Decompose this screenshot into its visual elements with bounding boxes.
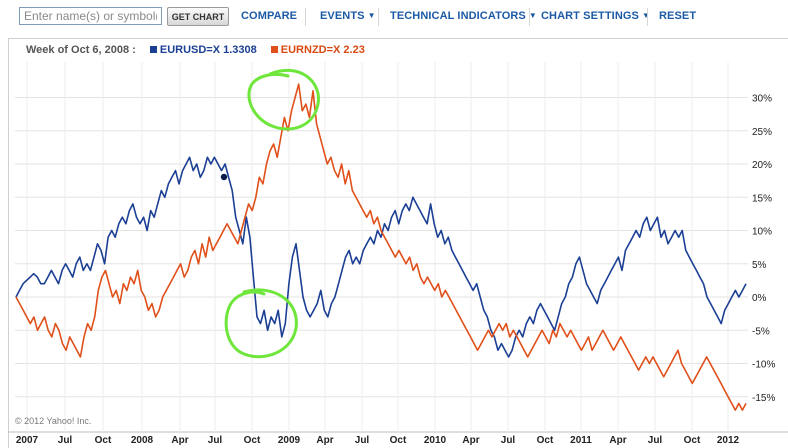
y-tick-label: 10% (752, 227, 772, 238)
x-tick-label: Apr (609, 435, 626, 446)
chart-settings-menu[interactable]: CHART SETTINGS ▼ (541, 10, 650, 22)
x-tick-label: Apr (316, 435, 333, 446)
events-menu[interactable]: EVENTS ▼ (320, 10, 376, 22)
eurusd-line (15, 156, 747, 358)
x-tick-label: Apr (462, 435, 479, 446)
x-tick-label: 2011 (570, 435, 592, 446)
chart-settings-label: CHART SETTINGS (541, 10, 639, 22)
symbol-search-input[interactable] (19, 7, 162, 25)
y-tick-label: 20% (752, 160, 772, 171)
annotation-layer (224, 68, 320, 359)
y-tick-label: -15% (752, 393, 775, 404)
legend-eurnzd[interactable]: EURNZD=X 2.23 (280, 44, 365, 56)
chart-legend: Week of Oct 6, 2008 : EURUSD=X 1.3308 EURN… (26, 44, 365, 56)
chevron-down-icon: ▼ (367, 11, 376, 20)
y-tick-label: 30% (752, 94, 772, 105)
technical-indicators-menu[interactable]: TECHNICAL INDICATORS ▼ (390, 10, 537, 22)
chevron-down-icon: ▼ (528, 11, 537, 20)
copyright-text: © 2012 Yahoo! Inc. (15, 416, 91, 426)
y-tick-label: 0% (752, 293, 767, 304)
toolbar-divider (647, 8, 648, 26)
reset-button[interactable]: RESET (659, 10, 697, 22)
technical-indicators-label: TECHNICAL INDICATORS (390, 10, 526, 22)
chart-toolbar: GET CHART COMPARE EVENTS▼ TECHNICAL INDI… (0, 0, 788, 34)
x-tick-label: 2012 (717, 435, 740, 446)
x-tick-label: Jul (501, 435, 516, 446)
x-tick-label: 2009 (278, 435, 301, 446)
annotation-circle-peak (247, 68, 320, 131)
selected-week-marker (220, 173, 228, 181)
x-tick-label: Jul (58, 435, 73, 446)
x-tick-label: Oct (537, 435, 554, 446)
events-label: EVENTS (320, 10, 365, 22)
y-tick-label: 25% (752, 127, 772, 138)
series-layer (15, 83, 747, 411)
legend-eurusd[interactable]: EURUSD=X 1.3308 (159, 44, 257, 56)
x-tick-label: Jul (648, 435, 663, 446)
x-tick-label: 2008 (131, 435, 154, 446)
toolbar-divider (305, 8, 306, 26)
chart-grid (8, 62, 788, 433)
x-tick-label: 2007 (16, 435, 39, 446)
compare-button[interactable]: COMPARE (241, 10, 298, 22)
x-tick-label: Jul (208, 435, 223, 446)
eurnzd-line (15, 83, 747, 411)
x-axis: 2007 Jul Oct 2008 Apr Jul Oct 2009 Apr Jul Oct 2010… (16, 435, 740, 446)
chart-frame (8, 38, 788, 448)
y-axis: 30% 25% 20% 15% 10% 5% 0% -5% -10% -15% (752, 94, 775, 404)
toolbar-divider (529, 8, 530, 26)
y-tick-label: 15% (752, 193, 772, 204)
eurnzd-swatch (270, 46, 278, 53)
x-tick-label: Jul (355, 435, 370, 446)
x-tick-label: Oct (390, 435, 407, 446)
toolbar-divider (378, 8, 379, 26)
chevron-down-icon: ▼ (641, 11, 650, 20)
y-tick-label: -5% (752, 326, 770, 337)
x-tick-label: 2010 (424, 435, 447, 446)
x-tick-label: Oct (95, 435, 112, 446)
x-tick-label: Oct (684, 435, 701, 446)
x-tick-label: Oct (244, 435, 261, 446)
y-tick-label: 5% (752, 260, 767, 271)
x-tick-label: Apr (171, 435, 188, 446)
legend-week-label: Week of Oct 6, 2008 : (26, 44, 136, 56)
eurusd-swatch (149, 46, 157, 53)
y-tick-label: -10% (752, 360, 775, 371)
annotation-circle-trough (224, 288, 298, 359)
get-chart-button[interactable]: GET CHART (167, 7, 229, 26)
